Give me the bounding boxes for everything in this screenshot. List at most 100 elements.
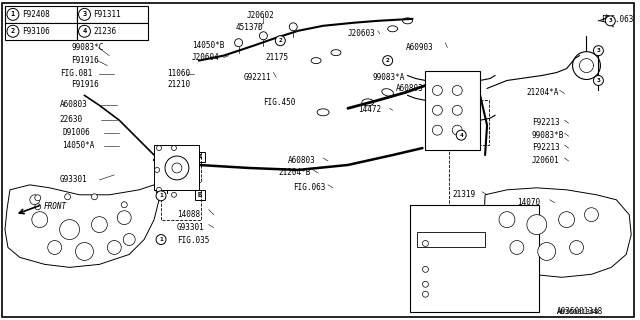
- Text: 21319: 21319: [452, 190, 476, 199]
- Circle shape: [584, 208, 598, 222]
- Circle shape: [35, 204, 41, 210]
- Circle shape: [605, 16, 615, 26]
- Text: 22630: 22630: [60, 115, 83, 124]
- Circle shape: [117, 211, 131, 225]
- Text: A60803: A60803: [60, 100, 88, 109]
- Text: 24024: 24024: [419, 277, 443, 286]
- Ellipse shape: [311, 58, 321, 64]
- Text: J20601: J20601: [532, 156, 559, 165]
- Text: D91006: D91006: [63, 128, 90, 137]
- Circle shape: [30, 195, 40, 205]
- Circle shape: [452, 125, 462, 135]
- Text: 21175: 21175: [266, 53, 289, 62]
- Text: 2: 2: [386, 58, 390, 63]
- Circle shape: [79, 25, 90, 37]
- Text: 1: 1: [159, 237, 163, 242]
- Circle shape: [108, 241, 121, 254]
- Text: 3: 3: [596, 78, 600, 83]
- Circle shape: [35, 195, 41, 201]
- Text: A: A: [456, 110, 460, 116]
- Text: G93301: G93301: [60, 175, 88, 184]
- Text: A036001348: A036001348: [557, 307, 603, 316]
- Text: 21204*A: 21204*A: [527, 88, 559, 97]
- Bar: [195, 152, 205, 162]
- Ellipse shape: [388, 26, 397, 32]
- Ellipse shape: [382, 89, 394, 96]
- Text: 22630*A: 22630*A: [417, 210, 450, 219]
- Bar: [449, 100, 489, 145]
- Bar: [410, 205, 539, 312]
- Bar: [77, 23, 148, 40]
- Text: 3: 3: [609, 18, 612, 23]
- Circle shape: [172, 163, 182, 173]
- Text: FIG.450: FIG.450: [264, 98, 296, 108]
- Circle shape: [92, 194, 97, 200]
- Circle shape: [452, 85, 462, 95]
- Text: FIG.081: FIG.081: [60, 68, 92, 77]
- Text: 2: 2: [11, 28, 15, 34]
- Circle shape: [259, 32, 268, 40]
- Circle shape: [155, 167, 159, 172]
- Ellipse shape: [317, 109, 329, 116]
- Circle shape: [165, 156, 189, 180]
- Text: FIG.035: FIG.035: [177, 236, 209, 244]
- Text: F91916: F91916: [72, 80, 99, 90]
- Text: 99083*B: 99083*B: [532, 131, 564, 140]
- Text: 24230: 24230: [419, 252, 443, 261]
- Text: FRONT: FRONT: [44, 202, 67, 211]
- Text: J20604: J20604: [192, 53, 220, 62]
- Text: 21210: 21210: [167, 80, 190, 90]
- Text: G93301: G93301: [177, 223, 205, 232]
- Text: F92213: F92213: [532, 143, 559, 152]
- Circle shape: [121, 202, 127, 208]
- Circle shape: [172, 192, 177, 197]
- Circle shape: [48, 241, 61, 254]
- Text: D91006: D91006: [422, 240, 450, 249]
- Circle shape: [456, 130, 466, 140]
- Text: F92408: F92408: [22, 10, 50, 19]
- Bar: [161, 190, 201, 220]
- Text: 2: 2: [278, 38, 282, 43]
- Text: 99083*C: 99083*C: [72, 43, 104, 52]
- Text: A60803: A60803: [396, 84, 424, 93]
- Text: 4: 4: [83, 28, 86, 34]
- Text: 11060: 11060: [167, 68, 190, 77]
- Text: A60803: A60803: [288, 156, 316, 165]
- Text: A036001348: A036001348: [557, 309, 599, 315]
- Text: J20602: J20602: [246, 11, 275, 20]
- Circle shape: [65, 194, 70, 200]
- Circle shape: [593, 46, 604, 56]
- Circle shape: [7, 25, 19, 37]
- Text: J20603: J20603: [348, 29, 376, 38]
- Bar: [453, 108, 463, 118]
- Bar: [5, 23, 77, 40]
- Text: 14472: 14472: [358, 105, 381, 114]
- Circle shape: [7, 8, 19, 20]
- Circle shape: [156, 191, 166, 201]
- Text: 4: 4: [460, 133, 463, 138]
- Circle shape: [538, 243, 556, 260]
- Text: F92213: F92213: [532, 118, 559, 127]
- Circle shape: [422, 291, 428, 297]
- Text: FIG.063: FIG.063: [602, 15, 634, 24]
- Circle shape: [422, 281, 428, 287]
- Circle shape: [124, 234, 135, 245]
- Ellipse shape: [362, 99, 374, 106]
- Text: F93106: F93106: [22, 27, 50, 36]
- Circle shape: [510, 241, 524, 254]
- Text: 1: 1: [159, 193, 163, 198]
- Text: 45137D: 45137D: [236, 23, 263, 32]
- Circle shape: [289, 23, 297, 31]
- Text: F91311: F91311: [93, 10, 121, 19]
- Ellipse shape: [331, 50, 341, 56]
- Ellipse shape: [403, 18, 413, 24]
- Circle shape: [92, 217, 108, 233]
- Text: 14050*A: 14050*A: [63, 141, 95, 150]
- Circle shape: [433, 105, 442, 115]
- Text: 14050*B: 14050*B: [192, 41, 224, 50]
- Bar: [77, 6, 148, 23]
- Circle shape: [275, 36, 285, 46]
- Text: 1: 1: [11, 12, 15, 17]
- Circle shape: [235, 39, 243, 47]
- Bar: [161, 152, 201, 182]
